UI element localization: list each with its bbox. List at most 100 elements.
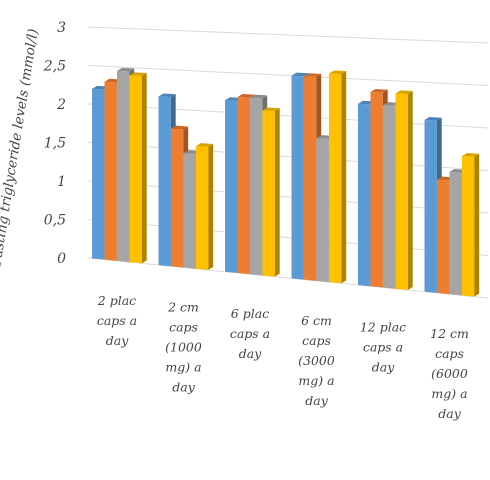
x-category-line: caps a [363, 340, 403, 355]
bar [329, 70, 347, 284]
gridline [87, 26, 489, 44]
bar [462, 153, 480, 297]
y-tick-label: 1 [57, 174, 66, 190]
bar-front [395, 93, 408, 290]
bar-front [383, 105, 396, 289]
bar [196, 143, 214, 271]
bar-front [158, 96, 171, 267]
bar-top [250, 94, 268, 99]
bar-front [250, 97, 263, 276]
bar-side [208, 143, 214, 271]
bar-side [274, 108, 280, 277]
gridline [87, 257, 489, 299]
bar [395, 90, 413, 290]
y-tick-label: 2,5 [43, 59, 66, 75]
bar-front [92, 88, 105, 260]
bar-top [395, 90, 413, 94]
y-axis-label: Fasting triglyceride levels (mmol/l) [0, 28, 42, 268]
x-category-line: day [372, 360, 395, 375]
x-category-line: 12 plac [360, 320, 406, 335]
gridlines [87, 26, 489, 299]
bar-front [370, 92, 383, 288]
gridline [87, 219, 489, 256]
y-tick-label: 0,5 [44, 213, 66, 229]
x-category-line: day [305, 393, 328, 408]
bar-front [262, 110, 275, 277]
bar-front [117, 70, 130, 263]
bar-front [304, 76, 317, 281]
y-tick-label: 2 [56, 97, 66, 113]
x-category-label: 2 cm caps (1000 mg) a day [165, 300, 202, 395]
x-category-line: (3000 [298, 353, 335, 368]
bar-top [370, 89, 388, 93]
bar-top [291, 72, 309, 77]
bar-top [196, 143, 214, 147]
x-category-label: 12 plac caps a day [360, 320, 406, 375]
bar-side [341, 71, 347, 284]
x-category-label: 12 cm caps (6000 mg) a day [430, 326, 469, 421]
x-category-line: 2 plac [97, 293, 136, 308]
x-category-line: caps [302, 333, 331, 348]
bar [129, 72, 147, 264]
x-category-label: 6 plac caps a day [230, 306, 270, 361]
bars [92, 67, 480, 297]
x-category-line: caps a [97, 313, 137, 328]
bar [262, 107, 280, 277]
bar-front [104, 81, 117, 261]
x-category-line: day [239, 346, 262, 361]
bar-top [129, 72, 147, 76]
gridline [87, 65, 489, 86]
x-category-line: 6 cm [301, 313, 332, 328]
y-tick-label: 1,5 [44, 136, 66, 152]
x-category-line: (6000 [431, 366, 468, 381]
bar-front [316, 138, 329, 283]
bar-front [129, 75, 142, 264]
x-category-line: day [438, 406, 461, 421]
bar-front [225, 100, 238, 273]
x-category-line: day [106, 333, 129, 348]
y-tick-label: 0 [57, 251, 66, 267]
x-category-line: 6 plac [231, 306, 269, 321]
x-category-line: caps [435, 346, 464, 361]
bar-front [449, 172, 462, 296]
bar-top [462, 153, 480, 157]
bar-top [424, 117, 442, 121]
x-category-line: 2 cm [167, 300, 199, 315]
gridline [87, 103, 489, 129]
y-tick-label: 3 [57, 20, 66, 36]
bar-front [462, 156, 475, 297]
bar-front [291, 75, 304, 280]
bar-front [171, 128, 184, 268]
x-category-line: mg) a [298, 373, 334, 388]
bar-front [196, 146, 209, 271]
bar-side [141, 72, 147, 264]
bar-top [117, 67, 135, 72]
x-category-line: 12 cm [430, 326, 469, 341]
bar-top [329, 70, 347, 75]
gridline [87, 180, 489, 214]
bar-top [237, 93, 255, 98]
y-axis-ticks: 0 0,5 1 1,5 2 2,5 3 [43, 20, 66, 267]
x-category-label: 6 cm caps (3000 mg) a day [298, 313, 335, 408]
x-category-line: mg) a [165, 360, 201, 375]
bar-top [171, 125, 189, 130]
bar-top [158, 93, 176, 98]
bar-front [437, 179, 450, 295]
x-category-line: caps a [230, 326, 270, 341]
bar-side [474, 153, 480, 297]
bar-front [424, 120, 437, 293]
bar-top [304, 73, 322, 77]
bar-top [262, 107, 280, 112]
bar-front [183, 153, 196, 269]
gridline [87, 142, 489, 171]
x-category-line: day [172, 380, 195, 395]
bar-front [237, 96, 250, 275]
bar-front [358, 103, 371, 287]
x-category-line: caps [169, 320, 198, 335]
bar-front [329, 73, 342, 284]
x-category-line: (1000 [165, 340, 202, 355]
bar-side [407, 90, 413, 290]
